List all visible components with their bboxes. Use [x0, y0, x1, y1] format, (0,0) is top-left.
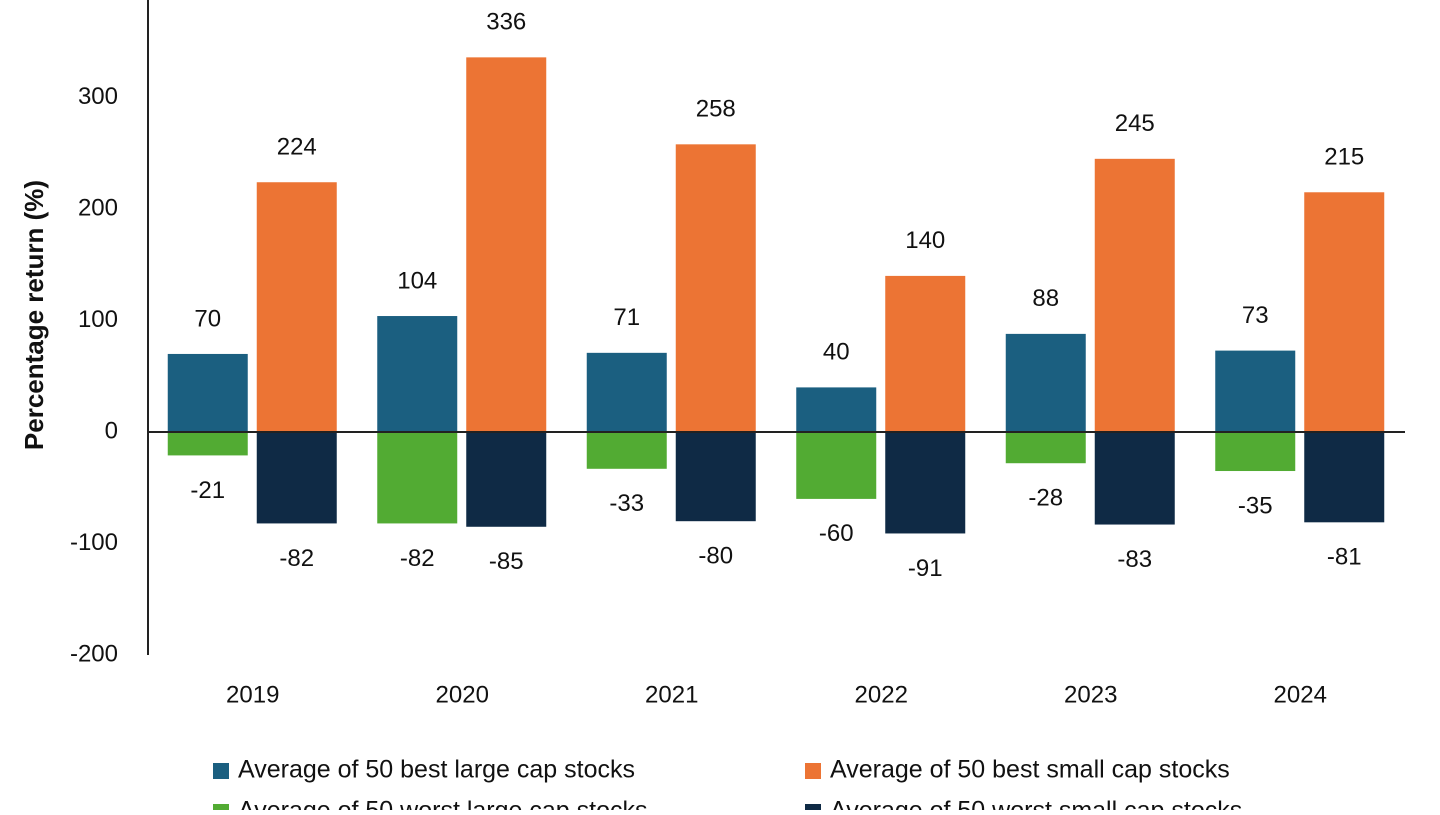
data-label: 40 — [823, 339, 850, 366]
data-label: -80 — [698, 543, 733, 570]
x-tick-label: 2023 — [1064, 681, 1117, 708]
data-label: 336 — [486, 9, 526, 36]
y-tick-label: -200 — [70, 640, 118, 667]
bar — [167, 432, 248, 456]
legend-label: Average of 50 worst large cap stocks — [238, 797, 647, 810]
data-label: -91 — [908, 555, 943, 582]
bar — [1005, 432, 1086, 464]
legend-swatch — [213, 763, 229, 779]
bar — [466, 432, 547, 527]
y-tick-label: 100 — [78, 306, 118, 333]
bar — [256, 432, 337, 524]
bar — [377, 316, 458, 432]
bar — [586, 432, 667, 469]
bar — [885, 275, 966, 432]
bar — [885, 432, 966, 534]
data-label: -82 — [400, 545, 435, 572]
bar — [1215, 432, 1296, 472]
data-label: -21 — [190, 477, 225, 504]
y-tick-label: 300 — [78, 83, 118, 110]
x-tick-label: 2022 — [855, 681, 908, 708]
bar — [796, 432, 877, 499]
bar — [796, 387, 877, 432]
legend-swatch — [805, 763, 821, 779]
y-tick-label: -100 — [70, 529, 118, 556]
bar — [167, 353, 248, 432]
data-label: -82 — [279, 545, 314, 572]
legend-swatch — [213, 804, 229, 815]
y-axis-title: Percentage return (%) — [19, 180, 49, 450]
data-label: -60 — [819, 520, 854, 547]
x-tick-label: 2019 — [226, 681, 279, 708]
x-tick-label: 2021 — [645, 681, 698, 708]
data-label: -81 — [1327, 544, 1362, 571]
x-tick-label: 2020 — [436, 681, 489, 708]
y-tick-label: 0 — [105, 417, 118, 444]
data-label: 245 — [1115, 110, 1155, 137]
data-label: -35 — [1238, 492, 1273, 519]
data-label: -85 — [489, 548, 524, 575]
bar — [1304, 432, 1385, 523]
legend-label: Average of 50 best small cap stocks — [830, 756, 1230, 784]
y-tick-label: 200 — [78, 194, 118, 221]
data-label: -83 — [1117, 546, 1152, 573]
bar — [377, 432, 458, 524]
x-tick-label: 2024 — [1274, 681, 1327, 708]
legend-label: Average of 50 best large cap stocks — [238, 756, 635, 784]
data-label: -28 — [1028, 485, 1063, 512]
bar — [675, 144, 756, 432]
bar — [1215, 350, 1296, 432]
bar — [1005, 333, 1086, 432]
data-label: 258 — [696, 96, 736, 123]
bar — [1304, 192, 1385, 432]
data-label: 224 — [277, 134, 317, 161]
legend-swatch — [805, 804, 821, 815]
data-label: 71 — [613, 304, 640, 331]
data-label: 73 — [1242, 302, 1269, 329]
data-label: -33 — [609, 490, 644, 517]
bar — [675, 432, 756, 522]
bar — [586, 352, 667, 432]
bar — [256, 182, 337, 432]
data-label: 104 — [397, 267, 437, 294]
data-label: 88 — [1032, 285, 1059, 312]
data-label: 215 — [1324, 144, 1364, 171]
data-label: 140 — [905, 227, 945, 254]
bar — [1094, 158, 1175, 432]
bar — [466, 57, 547, 433]
data-label: 70 — [194, 305, 221, 332]
legend-label: Average of 50 worst small cap stocks — [830, 797, 1242, 810]
bar — [1094, 432, 1175, 525]
